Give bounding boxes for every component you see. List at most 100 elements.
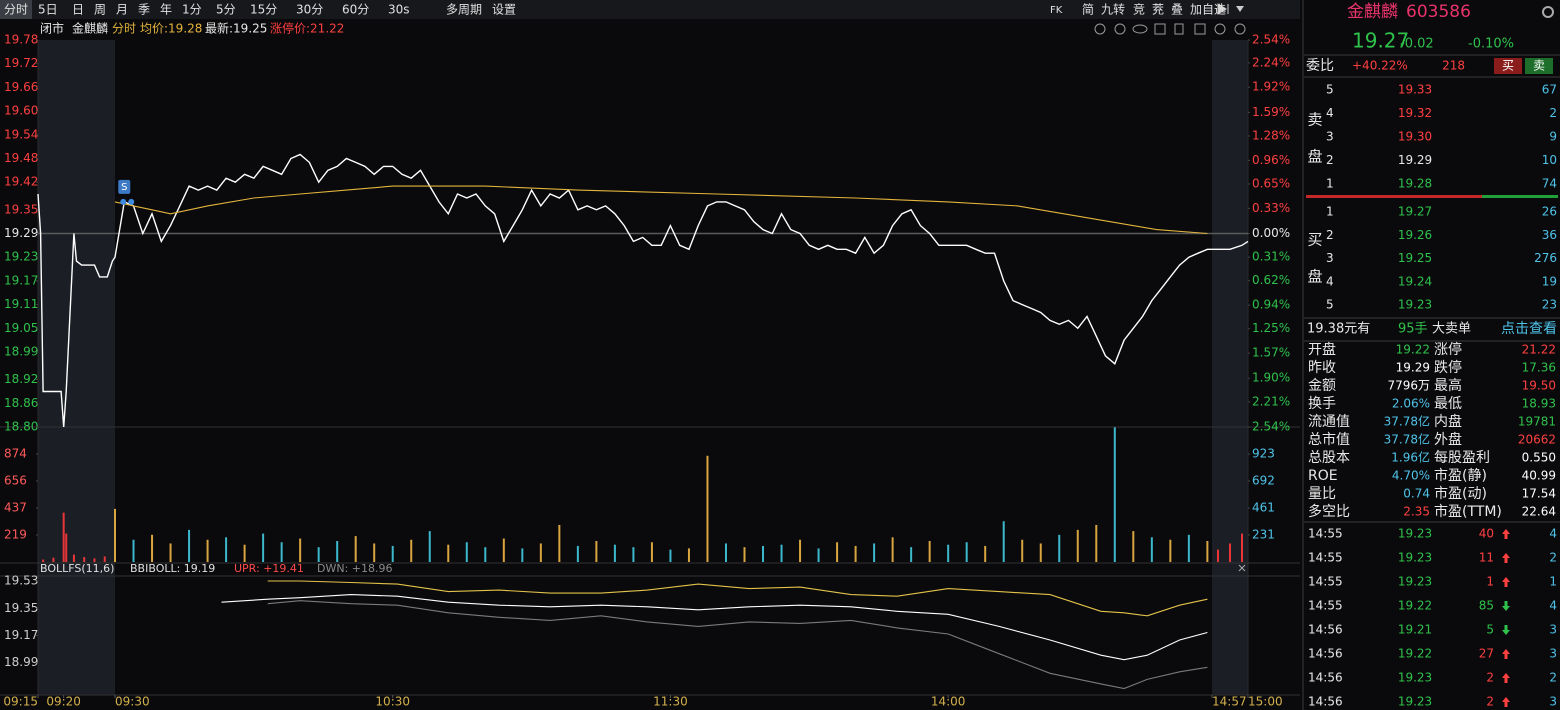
- stat-value: 19.50: [1522, 379, 1556, 393]
- tick-volume: 2: [1486, 671, 1494, 685]
- period-button[interactable]: 设置: [492, 3, 516, 17]
- stat-label: 总股本: [1308, 450, 1350, 466]
- tool-button[interactable]: 加自选: [1190, 3, 1226, 17]
- up-arrow: [1502, 697, 1510, 707]
- tool-icon[interactable]: [1174, 23, 1184, 35]
- bid-level: 1: [1326, 205, 1334, 219]
- period-button[interactable]: 日: [72, 3, 84, 17]
- volume-bar: [1206, 541, 1209, 562]
- tick-time: 14:55: [1308, 527, 1343, 541]
- volume-bar: [1039, 543, 1042, 562]
- period-button[interactable]: 30分: [296, 3, 323, 17]
- tool-button[interactable]: 茺: [1152, 3, 1164, 17]
- tool-button[interactable]: 九转: [1101, 2, 1125, 17]
- indicator-label: BOLLFS(11,6): [40, 562, 114, 575]
- period-button[interactable]: 30s: [388, 3, 410, 17]
- tool-button[interactable]: 叠: [1171, 3, 1183, 17]
- bid-level: 2: [1326, 228, 1334, 242]
- volume-bar: [65, 533, 68, 562]
- close-icon[interactable]: [1238, 564, 1246, 572]
- volume-bar: [928, 541, 931, 562]
- tick-time: 14:56: [1308, 695, 1343, 709]
- zoom-in[interactable]: [1214, 23, 1226, 35]
- period-button[interactable]: 60分: [342, 3, 369, 17]
- tick-volume: 1: [1486, 575, 1494, 589]
- volume-bar: [114, 508, 116, 562]
- period-button[interactable]: 周: [94, 3, 106, 17]
- y-tick-label: 19.11: [4, 297, 38, 311]
- y-tick-label: 18.80: [4, 420, 38, 434]
- sell-button[interactable]: 卖: [1533, 59, 1545, 73]
- period-button[interactable]: 5分: [216, 3, 236, 17]
- tool-button[interactable]: FK: [1050, 5, 1063, 16]
- ask-volume: 9: [1549, 130, 1557, 144]
- x-tick-label: 09:15: [3, 695, 38, 709]
- tool-icon[interactable]: [1154, 23, 1166, 35]
- indicator-label: DWN: +18.96: [317, 562, 393, 575]
- period-button[interactable]: 月: [116, 3, 128, 17]
- tick-price: 19.23: [1398, 575, 1432, 589]
- tick-time: 14:55: [1308, 599, 1343, 613]
- tick-price: 19.23: [1398, 527, 1432, 541]
- volume-bar: [965, 542, 968, 562]
- bid-volume: 26: [1542, 205, 1557, 219]
- stat-value: 4.70%: [1392, 469, 1430, 483]
- info-text: 分时: [112, 22, 136, 36]
- period-button[interactable]: 年: [160, 3, 172, 17]
- buy-button-bg: [1494, 58, 1522, 74]
- volume-bar: [83, 557, 86, 562]
- tool-icon[interactable]: [1132, 24, 1148, 34]
- period-button[interactable]: 季: [138, 3, 150, 17]
- tool-icon[interactable]: [1114, 23, 1126, 35]
- detail-link[interactable]: 点击查看: [1501, 321, 1557, 337]
- stat-label: 多空比: [1308, 503, 1350, 520]
- volume-bar: [1058, 534, 1061, 562]
- y-tick-label: 19.29: [4, 226, 38, 240]
- period-button[interactable]: 1分: [182, 3, 202, 17]
- stat-value: 37.78亿: [1384, 414, 1430, 429]
- up-arrow: [1502, 673, 1510, 683]
- tick-time: 14:55: [1308, 551, 1343, 565]
- period-button[interactable]: 分时: [4, 3, 28, 17]
- ratio-diff: 218: [1442, 59, 1465, 73]
- up-arrow: [1502, 649, 1510, 659]
- tool-icon[interactable]: [1194, 23, 1206, 35]
- volume-bar: [817, 548, 820, 562]
- tool-button[interactable]: 简: [1082, 3, 1094, 17]
- tick-price: 19.22: [1398, 647, 1432, 661]
- tick-volume: 85: [1479, 599, 1494, 613]
- pre-market-zone: [38, 40, 115, 695]
- info-text: 闭市: [40, 21, 64, 36]
- stat-label: 昨收: [1308, 360, 1336, 376]
- y2-tick-label: 0.94%: [1252, 298, 1290, 312]
- stat-value: 40.99: [1522, 469, 1556, 483]
- bid-volume: 23: [1542, 298, 1557, 312]
- period-button[interactable]: 5日: [38, 3, 58, 17]
- ask-volume: 67: [1542, 83, 1557, 97]
- ask-label: 盘: [1307, 148, 1322, 166]
- stat-value: 2.35: [1403, 505, 1430, 519]
- toolbar-icon[interactable]: [1236, 6, 1244, 12]
- period-button[interactable]: 15分: [250, 3, 277, 17]
- tool-icon[interactable]: [1094, 23, 1106, 35]
- y2-tick-label: 2.24%: [1252, 55, 1290, 69]
- toolbar-icon[interactable]: [1217, 3, 1229, 15]
- big-order-type: 大卖单: [1432, 322, 1471, 337]
- buy-button[interactable]: 买: [1502, 59, 1514, 73]
- info-text: 最新:19.25: [205, 21, 267, 36]
- zoom-out[interactable]: [1234, 23, 1246, 35]
- x-tick-label: 09:20: [46, 695, 81, 709]
- y2-tick-label: 2.54%: [1252, 33, 1290, 47]
- ask-level: 4: [1326, 106, 1334, 120]
- settings-icon[interactable]: [1542, 6, 1554, 18]
- tick-time: 14:56: [1308, 671, 1343, 685]
- y-tick-label: 18.92: [4, 372, 38, 386]
- period-button[interactable]: 多周期: [446, 3, 482, 17]
- y2-tick-label: 2.54%: [1252, 420, 1290, 434]
- ask-price: 19.29: [1398, 153, 1432, 167]
- tick-volume: 11: [1479, 551, 1494, 565]
- tool-button[interactable]: 竞: [1133, 3, 1145, 17]
- volume-bar: [984, 545, 987, 562]
- info-text: 金麒麟: [72, 21, 108, 36]
